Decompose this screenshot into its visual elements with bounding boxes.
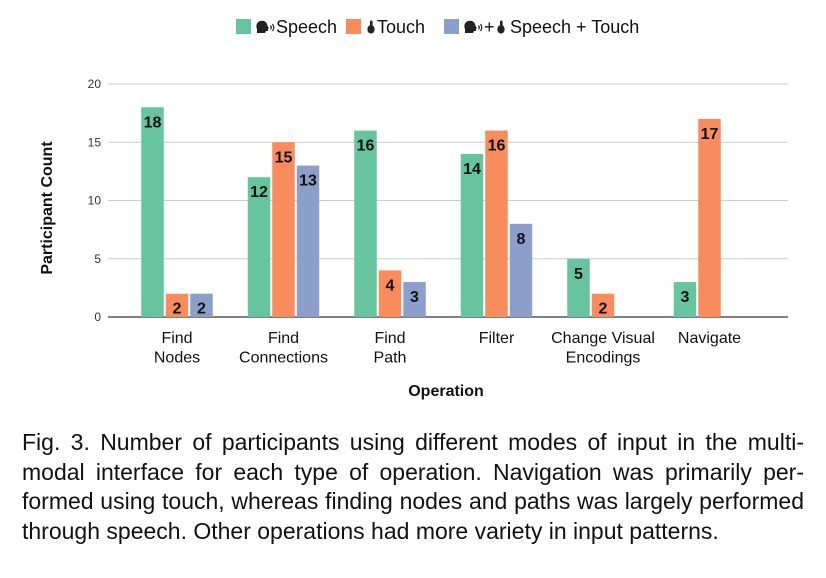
data-label: 14 xyxy=(463,161,481,178)
x-tick-label: Navigate xyxy=(678,330,741,347)
bar-speech xyxy=(460,153,484,317)
x-tick-label: Filter xyxy=(479,330,515,347)
legend-plus: + xyxy=(484,17,495,37)
figure: Speech Touch + Speech + Touch 0 5 10 15 20 18 2 2… xyxy=(39,17,788,400)
bar-speech-touch xyxy=(403,282,426,317)
x-tick-label: Find xyxy=(161,330,192,347)
bar-touch xyxy=(165,293,189,317)
x-tick-label: Connections xyxy=(239,350,328,367)
data-label: 5 xyxy=(574,266,583,283)
legend-item-speech: Speech xyxy=(236,17,337,37)
bar-speech xyxy=(247,177,271,317)
x-tick-label: Nodes xyxy=(154,350,200,367)
legend-label: Speech + Touch xyxy=(510,17,639,37)
legend-swatch xyxy=(444,19,459,34)
data-label: 18 xyxy=(144,114,162,131)
legend-label: Touch xyxy=(377,17,425,37)
bar-touch xyxy=(698,118,721,317)
bar-touch xyxy=(272,142,295,317)
data-label: 4 xyxy=(386,277,395,294)
figure-caption: Fig. 3. Number of participants using dif… xyxy=(22,429,804,544)
x-axis-ticks: Find Nodes Find Connections Find Path Filter Ch… xyxy=(154,330,741,367)
x-tick-label: Encodings xyxy=(566,350,641,367)
bar-speech-touch xyxy=(509,223,533,317)
data-label: 2 xyxy=(173,301,182,318)
data-label: 8 xyxy=(517,231,526,248)
data-label: 16 xyxy=(488,138,506,155)
y-tick-label: 15 xyxy=(88,135,102,149)
touch-icon xyxy=(367,20,375,34)
y-tick-label: 5 xyxy=(94,252,101,266)
y-axis-title: Participant Count xyxy=(39,141,56,275)
x-tick-label: Change Visual xyxy=(551,330,655,347)
speech-icon xyxy=(464,20,483,33)
data-label: 13 xyxy=(299,173,317,190)
y-tick-label: 20 xyxy=(88,77,102,91)
speech-icon xyxy=(256,20,275,33)
bar-speech-touch xyxy=(296,165,320,317)
bar-touch xyxy=(591,293,615,317)
bar-speech xyxy=(567,258,590,317)
bar-speech xyxy=(673,282,697,317)
x-axis-title: Operation xyxy=(408,383,484,400)
data-label: 17 xyxy=(701,126,719,143)
y-axis-ticks: 0 5 10 15 20 xyxy=(88,77,102,324)
x-tick-label: Path xyxy=(374,350,407,367)
data-label: 2 xyxy=(599,301,608,318)
bar-touch xyxy=(485,130,508,317)
legend-label: Speech xyxy=(276,17,337,37)
bar-speech xyxy=(354,130,377,317)
bars xyxy=(141,107,721,317)
bar-speech-touch xyxy=(190,293,213,317)
data-label: 3 xyxy=(410,289,419,306)
legend-swatch xyxy=(236,19,251,34)
legend-swatch xyxy=(346,19,361,34)
touch-icon xyxy=(497,20,505,34)
legend-item-touch: Touch xyxy=(346,17,425,37)
y-tick-label: 0 xyxy=(94,310,101,324)
data-label: 2 xyxy=(197,301,206,318)
legend: Speech Touch + Speech + Touch xyxy=(236,17,639,37)
bar-touch xyxy=(378,270,402,317)
data-label: 3 xyxy=(681,289,690,306)
bar-speech xyxy=(141,107,164,317)
data-label: 15 xyxy=(275,149,293,166)
data-label: 16 xyxy=(357,138,375,155)
x-tick-label: Find xyxy=(268,330,299,347)
x-tick-label: Find xyxy=(374,330,405,347)
y-tick-label: 10 xyxy=(88,194,102,208)
data-label: 12 xyxy=(250,184,268,201)
legend-item-speech-touch: + Speech + Touch xyxy=(444,17,639,37)
